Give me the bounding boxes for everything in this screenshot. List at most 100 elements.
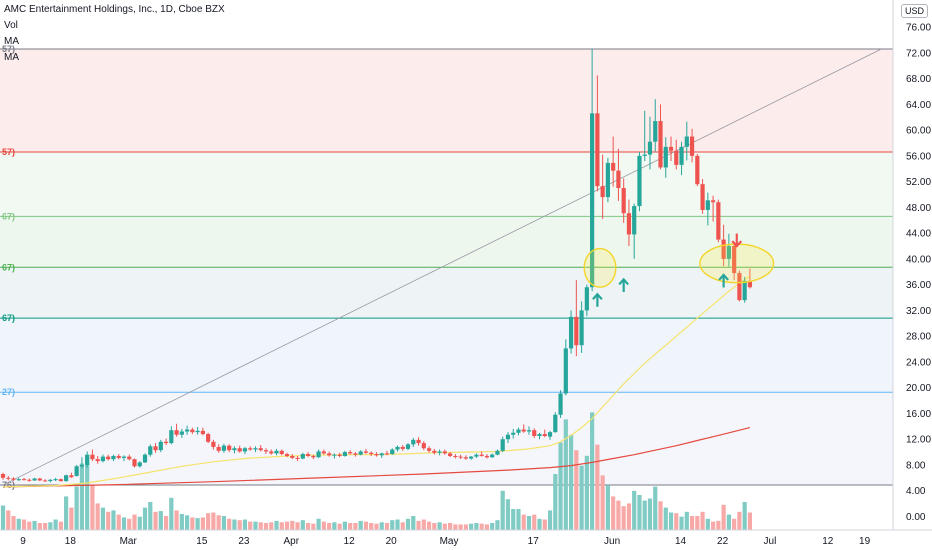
ma-indicator-label-1[interactable]: MA [4,36,19,47]
candle-body [100,456,106,462]
volume-bar [221,516,227,530]
volume-bar [574,450,579,530]
candle-body [106,456,111,460]
volume-bar [253,521,258,530]
volume-bar [432,523,437,530]
candle-body [58,479,63,482]
volume-bar [521,514,526,530]
ma-indicator-label-2[interactable]: MA [4,52,19,63]
volume-bar [700,511,705,530]
candle-body [647,141,653,155]
candle-body [121,456,127,458]
candle-body [206,434,211,442]
volume-bar [316,518,321,530]
x-tick-label: May [440,536,459,547]
volume-bar [121,517,127,530]
candle-body [484,455,490,458]
volume-bar [500,490,505,530]
candle-body [232,448,237,451]
candle-body [505,434,511,440]
candle-body [742,280,747,301]
ma-long-line [2,427,751,488]
fib-level-label: 27) [2,387,15,397]
volume-bar [632,490,637,530]
volume-bar [274,520,279,530]
candle-body [400,446,405,449]
volume-bar [11,516,16,530]
candle-body [663,146,668,168]
volume-bar [626,503,632,530]
volume-bar [679,516,684,530]
volume-bar [542,519,547,530]
volume-bar [163,516,169,530]
candle-body [479,454,484,456]
x-tick-label: Jul [764,536,777,547]
candle-body [95,459,100,462]
candle-body [684,136,689,147]
y-tick-label: 16.00 [906,409,931,420]
volume-bar [505,499,511,530]
candle-body [111,455,116,460]
candle-body [358,451,363,455]
volume-bar [0,505,6,530]
symbol-title[interactable]: AMC Entertainment Holdings, Inc., 1D, Cb… [4,4,225,15]
volume-bar [79,463,84,530]
candle-body [242,448,248,452]
volume-bar [705,518,710,530]
candle-body [542,434,547,436]
candle-body [153,446,158,451]
candle-body [211,441,216,447]
candle-body [521,429,526,432]
candle-body [584,287,589,311]
candle-body [563,348,568,394]
ma-short-line [2,275,751,488]
candle-body [327,453,332,456]
y-tick-label: 20.00 [906,383,931,394]
volume-bar [179,513,184,530]
candle-body [363,451,369,453]
volume-bar [458,524,463,530]
candle-body [305,454,311,456]
candle-body [405,444,411,449]
volume-bar [584,455,589,530]
candle-body [321,451,326,454]
candle-body [74,466,79,476]
candle-body [705,200,710,210]
volume-bar [227,518,232,530]
candle-body [595,113,600,187]
fib-band [0,392,893,485]
candle-body [432,450,437,453]
x-tick-label: 9 [20,536,26,547]
volume-bar [374,523,379,530]
candle-body [658,121,663,168]
volume-bar [158,511,163,530]
candle-body [689,136,695,156]
candle-body [132,459,137,467]
volume-bar [379,522,384,530]
candle-body [453,455,458,457]
x-tick-label: 18 [65,536,77,547]
volume-bar [358,520,363,530]
candle-body [726,246,731,259]
candle-body [695,155,700,185]
down-arrow-icon [731,233,743,248]
highlight-ellipse [583,247,617,288]
candle-body [605,162,610,198]
volume-bar [216,515,221,530]
candle-body [148,446,153,455]
volume-bar [558,442,563,530]
candle-body [463,457,468,459]
candle-body [442,451,447,454]
candle-body [679,146,684,165]
y-tick-label: 56.00 [906,151,931,162]
currency-badge[interactable]: USD [900,4,928,18]
candle-body [21,479,27,481]
volume-indicator-label[interactable]: Vol [4,20,18,31]
candle-body [416,439,421,444]
volume-bar [579,465,584,530]
fib-level-label: 67) [2,211,15,221]
volume-bar [737,511,742,530]
candle-body [195,430,200,433]
candle-body [6,477,11,479]
